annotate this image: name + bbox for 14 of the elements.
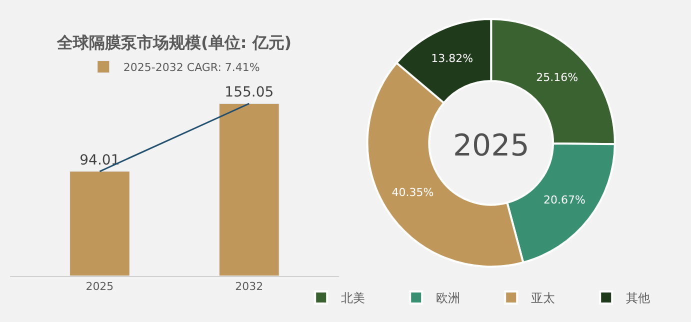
data-label: 94.01 [80, 152, 120, 168]
legend-label: 北美 [341, 291, 366, 306]
chart-title: 全球隔膜泵市场规模(单位: 亿元) [56, 33, 292, 52]
legend-label: 欧洲 [436, 291, 460, 306]
data-label: 13.82% [431, 52, 474, 66]
data-label: 20.67% [544, 193, 586, 206]
data-label: 40.35% [392, 186, 434, 200]
legend-label: 其他 [626, 291, 650, 306]
data-label: 25.16% [536, 71, 578, 84]
text: 2025 [452, 128, 530, 164]
legend-label: 亚太 [531, 291, 556, 306]
x-tick-label: 2032 [235, 280, 264, 293]
data-label: 155.05 [224, 84, 274, 101]
legend-label: 2025-2032 CAGR: 7.41% [123, 61, 260, 74]
